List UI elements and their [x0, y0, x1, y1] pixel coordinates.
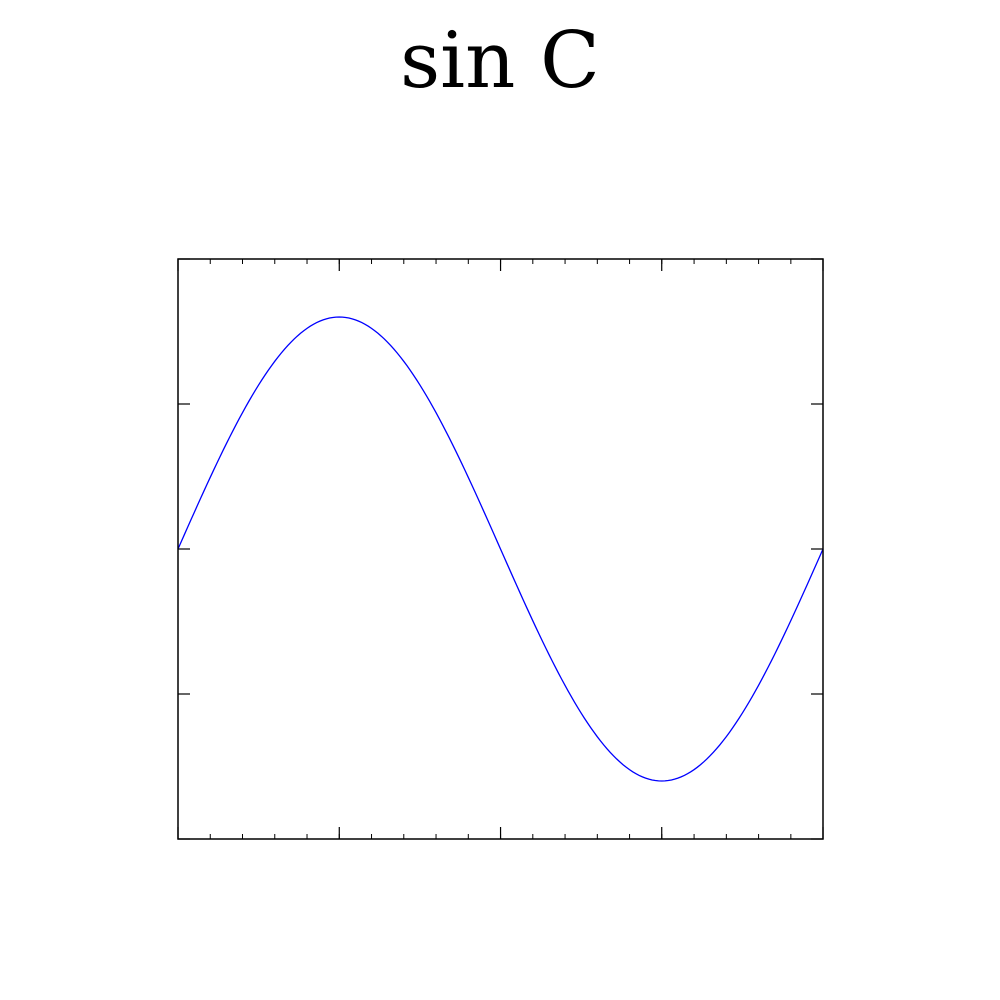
- series-line-0: [177, 316, 824, 782]
- series-group: [177, 316, 824, 782]
- plot-frame: [177, 258, 824, 840]
- chart-title: sin C: [400, 16, 600, 106]
